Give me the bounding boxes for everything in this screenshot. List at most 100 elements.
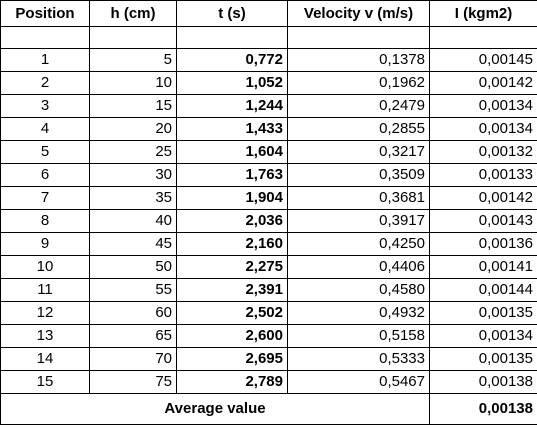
- cell-t: 2,036: [176, 209, 288, 233]
- cell-position: 14: [0, 347, 90, 371]
- cell-position: 13: [0, 324, 90, 348]
- cell-velocity: 0,1962: [287, 71, 430, 95]
- cell-velocity: 0,3681: [287, 186, 430, 210]
- cell-h: 45: [89, 232, 177, 256]
- cell-t: 1,904: [176, 186, 288, 210]
- cell-h: 5: [89, 48, 177, 72]
- table-row: 14 70 2,695 0,5333 0,00135: [0, 347, 537, 371]
- cell-velocity: 0,3917: [287, 209, 430, 233]
- average-value: 0,00138: [429, 393, 537, 425]
- cell-t: 2,789: [176, 370, 288, 394]
- cell-velocity: 0,4932: [287, 301, 430, 325]
- cell-inertia: 0,00135: [429, 347, 537, 371]
- average-label: Average value: [0, 393, 430, 425]
- cell-velocity: 0,5158: [287, 324, 430, 348]
- cell-h: 25: [89, 140, 177, 164]
- cell-position: 8: [0, 209, 90, 233]
- cell-inertia: 0,00141: [429, 255, 537, 279]
- cell-h: 15: [89, 94, 177, 118]
- cell-inertia: 0,00133: [429, 163, 537, 187]
- cell-h: 75: [89, 370, 177, 394]
- cell-velocity: 0,2479: [287, 94, 430, 118]
- table-row: 4 20 1,433 0,2855 0,00134: [0, 117, 537, 141]
- table-row: 12 60 2,502 0,4932 0,00135: [0, 301, 537, 325]
- table-row: 11 55 2,391 0,4580 0,00144: [0, 278, 537, 302]
- table-row: 9 45 2,160 0,4250 0,00136: [0, 232, 537, 256]
- table-row: 13 65 2,600 0,5158 0,00134: [0, 324, 537, 348]
- header-inertia: I (kgm2): [429, 0, 537, 27]
- cell-velocity: 0,5333: [287, 347, 430, 371]
- cell-t: 1,763: [176, 163, 288, 187]
- cell-position: 15: [0, 370, 90, 394]
- cell-t: 1,604: [176, 140, 288, 164]
- table-row: 15 75 2,789 0,5467 0,00138: [0, 370, 537, 394]
- cell-position: 12: [0, 301, 90, 325]
- table-body: 1 5 0,772 0,1378 0,00145 2 10 1,052 0,1962 0,0014…: [0, 26, 537, 394]
- cell-h: 30: [89, 163, 177, 187]
- table-row: 3 15 1,244 0,2479 0,00134: [0, 94, 537, 118]
- cell-position: 9: [0, 232, 90, 256]
- cell-inertia: 0,00134: [429, 324, 537, 348]
- cell-h: 40: [89, 209, 177, 233]
- cell-velocity: 0,3217: [287, 140, 430, 164]
- header-velocity: Velocity v (m/s): [287, 0, 430, 27]
- cell-t: 1,052: [176, 71, 288, 95]
- cell-position: 11: [0, 278, 90, 302]
- cell-t: 2,600: [176, 324, 288, 348]
- header-position: Position: [0, 0, 90, 27]
- header-row: Position h (cm) t (s) Velocity v (m/s) I…: [0, 0, 537, 27]
- cell-inertia: 0,00132: [429, 140, 537, 164]
- table-row: 1 5 0,772 0,1378 0,00145: [0, 48, 537, 72]
- cell-t: 2,695: [176, 347, 288, 371]
- blank-row: [0, 26, 537, 49]
- header-t: t (s): [176, 0, 288, 27]
- cell-position: 10: [0, 255, 90, 279]
- cell-t: 2,275: [176, 255, 288, 279]
- cell-inertia: 0,00136: [429, 232, 537, 256]
- cell-h: 10: [89, 71, 177, 95]
- cell-position: 3: [0, 94, 90, 118]
- cell-t: 1,433: [176, 117, 288, 141]
- cell-velocity: 0,1378: [287, 48, 430, 72]
- cell-h: 20: [89, 117, 177, 141]
- cell-t: 1,244: [176, 94, 288, 118]
- cell-inertia: 0,00144: [429, 278, 537, 302]
- cell-position: 2: [0, 71, 90, 95]
- cell-h: 35: [89, 186, 177, 210]
- cell-velocity: 0,4250: [287, 232, 430, 256]
- cell-inertia: 0,00134: [429, 94, 537, 118]
- table-row: 10 50 2,275 0,4406 0,00141: [0, 255, 537, 279]
- header-h: h (cm): [89, 0, 177, 27]
- table-row: 5 25 1,604 0,3217 0,00132: [0, 140, 537, 164]
- cell-velocity: 0,5467: [287, 370, 430, 394]
- cell-h: 65: [89, 324, 177, 348]
- cell-inertia: 0,00142: [429, 186, 537, 210]
- cell-velocity: 0,3509: [287, 163, 430, 187]
- cell-inertia: 0,00135: [429, 301, 537, 325]
- cell-h: 55: [89, 278, 177, 302]
- cell-position: 5: [0, 140, 90, 164]
- table-row: 7 35 1,904 0,3681 0,00142: [0, 186, 537, 210]
- table-row: 6 30 1,763 0,3509 0,00133: [0, 163, 537, 187]
- cell-t: 0,772: [176, 48, 288, 72]
- cell-inertia: 0,00145: [429, 48, 537, 72]
- cell-h: 50: [89, 255, 177, 279]
- cell-t: 2,160: [176, 232, 288, 256]
- cell-inertia: 0,00143: [429, 209, 537, 233]
- average-row: Average value 0,00138: [0, 393, 537, 425]
- table-row: 8 40 2,036 0,3917 0,00143: [0, 209, 537, 233]
- cell-inertia: 0,00142: [429, 71, 537, 95]
- cell-position: 4: [0, 117, 90, 141]
- cell-h: 70: [89, 347, 177, 371]
- cell-t: 2,502: [176, 301, 288, 325]
- cell-velocity: 0,2855: [287, 117, 430, 141]
- cell-velocity: 0,4580: [287, 278, 430, 302]
- cell-t: 2,391: [176, 278, 288, 302]
- table-row: 2 10 1,052 0,1962 0,00142: [0, 71, 537, 95]
- cell-inertia: 0,00134: [429, 117, 537, 141]
- cell-position: 1: [0, 48, 90, 72]
- cell-position: 7: [0, 186, 90, 210]
- cell-inertia: 0,00138: [429, 370, 537, 394]
- cell-h: 60: [89, 301, 177, 325]
